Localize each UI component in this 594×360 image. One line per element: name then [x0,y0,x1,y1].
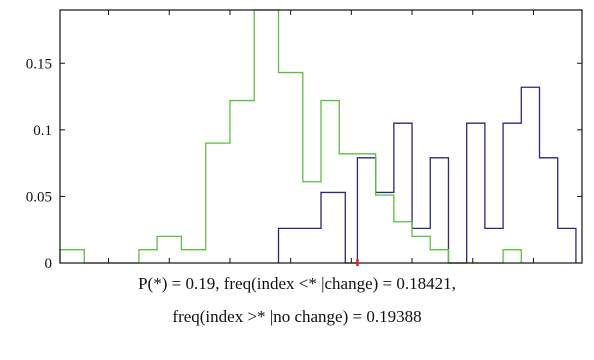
x-tick-label: −80 [522,273,545,275]
y-tick-label: 0 [45,256,53,272]
x-tick-label: −130 [214,273,245,275]
y-tick-label: 0.1 [33,123,52,139]
x-tick-label: −120 [275,273,306,275]
histogram-series-2 [59,9,522,264]
y-tick-label: 0.05 [26,189,52,205]
x-tick-label: −110 [336,273,366,275]
x-tick-label: −140 [154,273,185,275]
x-tick-label: −90 [461,273,484,275]
axis-layer: −150 −140 −130 −120 −110 −100 −90 −80 0 0.05 0.1 0.… [26,10,582,275]
caption-line-2: freq(index >* |no change) = 0.19388 [172,307,422,326]
histogram-chart: −150 −140 −130 −120 −110 −100 −90 −80 0 0.05 0.1 0.… [26,9,583,275]
histogram-series-1 [277,86,577,264]
x-tick-label: −100 [397,273,428,275]
caption-line-1: P(*) = 0.19, freq(index <* |change) = 0.… [138,274,456,293]
series-layer [59,9,577,264]
y-tick-label: 0.15 [26,56,52,72]
x-tick-label: −150 [93,273,124,275]
plot-frame [59,9,583,264]
